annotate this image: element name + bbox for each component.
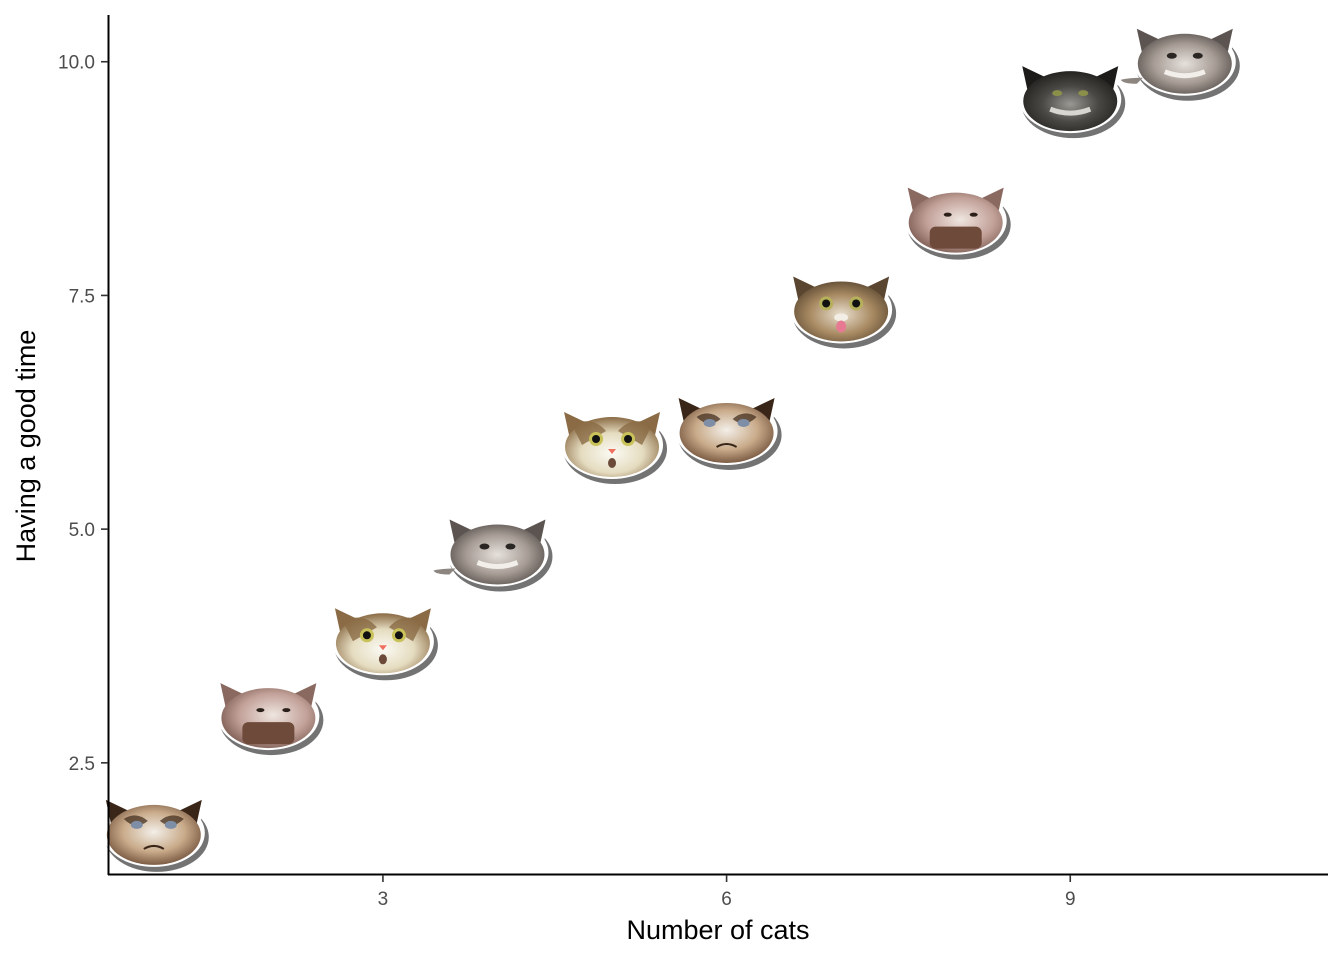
x-tick-label: 6	[721, 889, 732, 910]
x-axis-title: Number of cats	[626, 915, 809, 945]
cat-marker-surprised-cat	[330, 603, 438, 681]
cat-marker-fluffy-cat	[1120, 23, 1240, 101]
cat-marker-dark-fluffy-cat	[1018, 61, 1126, 139]
cat-marker-pop-cat	[216, 678, 324, 756]
cat-marker-fluffy-cat	[433, 514, 553, 592]
y-tick-label: 10.0	[58, 53, 95, 74]
cat-marker-tongue-cat	[789, 271, 897, 349]
y-axis-ticks: 2.5 5.0 7.5 10.0	[58, 53, 108, 775]
cat-marker-pop-cat	[903, 182, 1011, 260]
y-tick-label: 5.0	[69, 520, 95, 541]
x-tick-label: 9	[1065, 889, 1076, 910]
x-tick-label: 3	[378, 889, 389, 910]
x-axis-ticks: 3 6 9	[378, 875, 1076, 910]
cat-marker-grumpy-cat	[101, 794, 209, 872]
cat-marker-surprised-cat	[560, 407, 668, 484]
y-axis-title: Having a good time	[11, 330, 41, 563]
plot-area	[101, 23, 1240, 872]
y-tick-label: 7.5	[69, 286, 95, 307]
cat-marker-grumpy-cat	[674, 392, 782, 470]
y-tick-label: 2.5	[69, 754, 95, 775]
